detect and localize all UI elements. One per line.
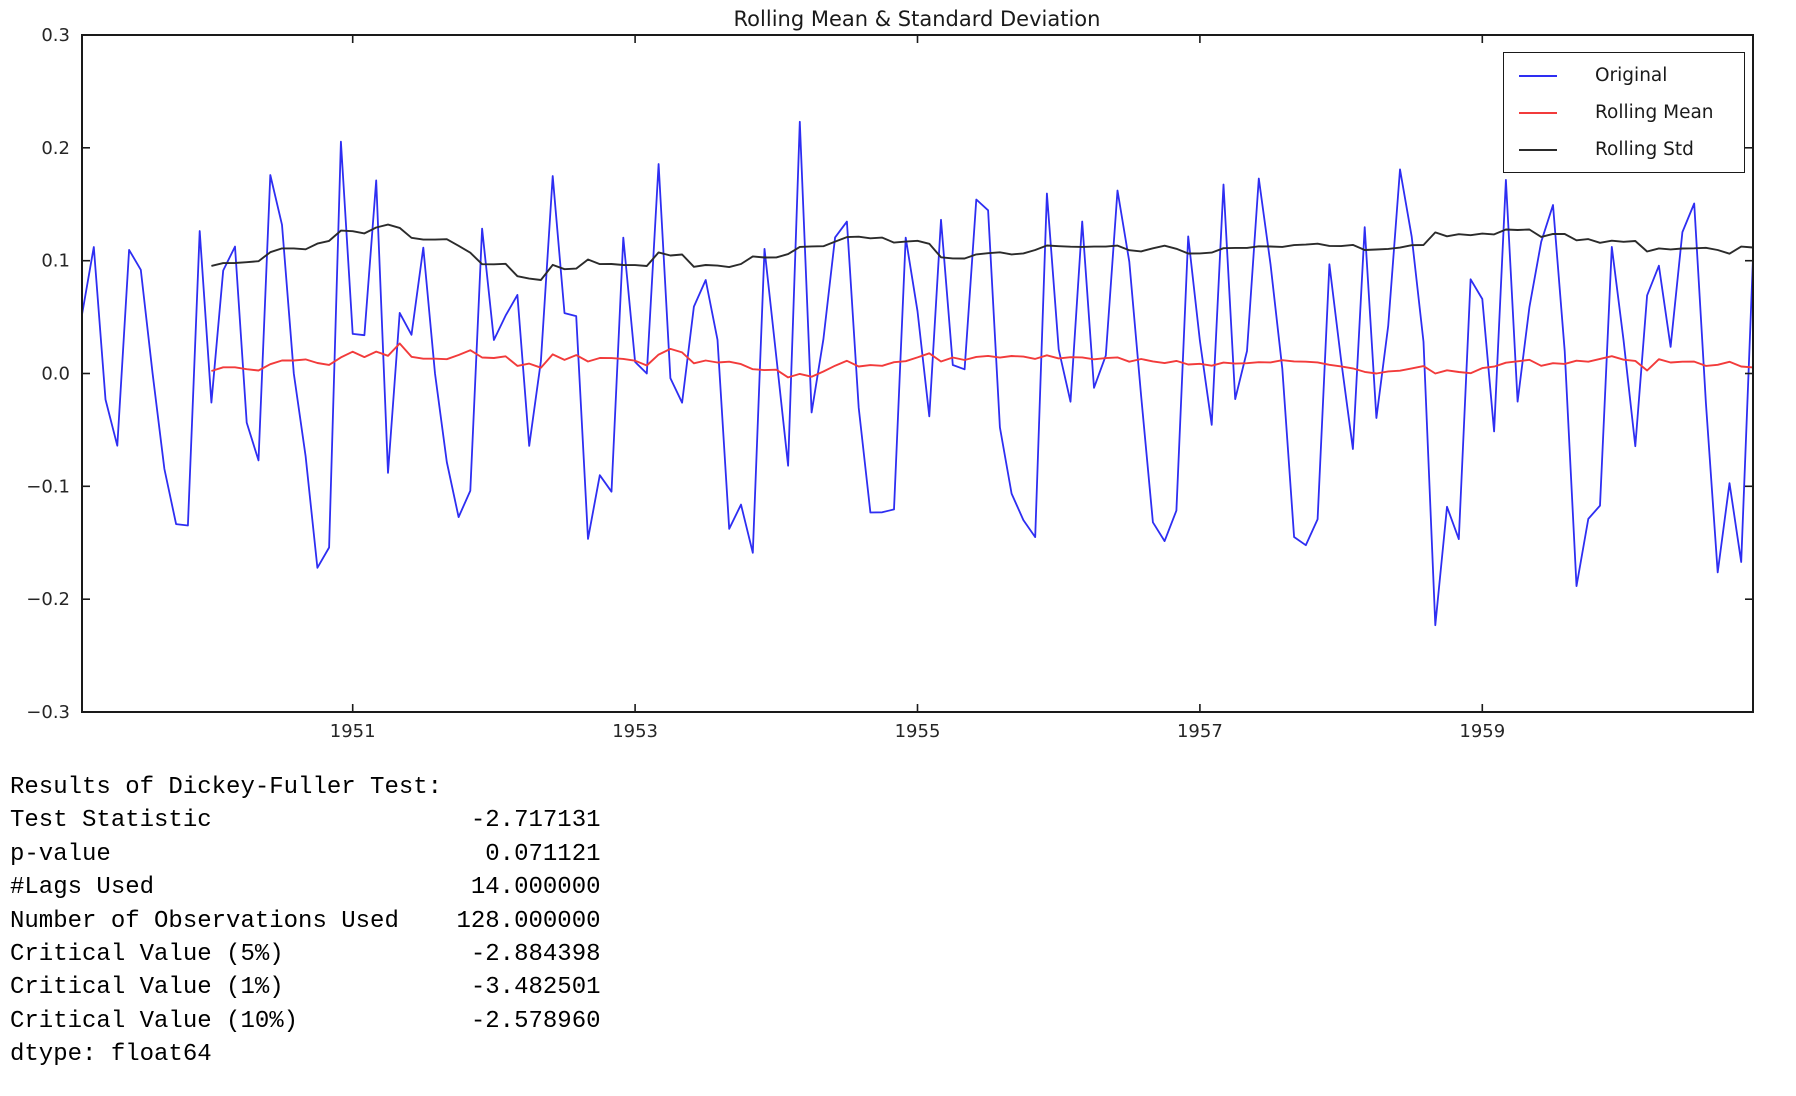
y-tick-label: 0.3 — [41, 25, 70, 46]
y-tick-label: 0.0 — [41, 364, 70, 385]
y-tick-label: −0.1 — [26, 476, 70, 497]
rolling-std-line — [211, 223, 1754, 281]
legend-item-rolling-std: Rolling Std — [1504, 131, 1744, 168]
x-tick-label: 1959 — [1459, 721, 1505, 742]
y-tick-label: −0.2 — [26, 589, 70, 610]
chart-title: Rolling Mean & Standard Deviation — [733, 7, 1101, 31]
x-tick-label: 1951 — [330, 721, 376, 742]
legend-item-original: Original — [1504, 57, 1744, 94]
x-tick-label: 1955 — [895, 721, 941, 742]
x-tick-label: 1953 — [612, 721, 658, 742]
legend-label-rolling-std: Rolling Std — [1595, 139, 1694, 160]
original-line-swatch — [1519, 74, 1557, 77]
legend-label-original: Original — [1595, 65, 1668, 86]
rolling-std-line-swatch — [1519, 148, 1557, 151]
legend-item-rolling-mean: Rolling Mean — [1504, 94, 1744, 131]
x-tick-label: 1957 — [1177, 721, 1223, 742]
y-tick-label: 0.2 — [41, 138, 70, 159]
dickey-fuller-results: Results of Dickey-Fuller Test: Test Stat… — [10, 774, 601, 1069]
rolling-mean-line — [211, 342, 1754, 379]
y-tick-label: −0.3 — [26, 702, 70, 723]
original-line — [81, 120, 1754, 627]
legend: Original Rolling Mean Rolling Std — [1503, 52, 1745, 173]
chart-plot-area: 1951 1953 1955 1957 1959 0.3 0.2 0.1 0.0 −0.1 −0.2… — [26, 25, 1754, 742]
rolling-mean-line-swatch — [1519, 111, 1557, 114]
y-tick-label: 0.1 — [41, 251, 70, 272]
legend-label-rolling-mean: Rolling Mean — [1595, 102, 1714, 123]
